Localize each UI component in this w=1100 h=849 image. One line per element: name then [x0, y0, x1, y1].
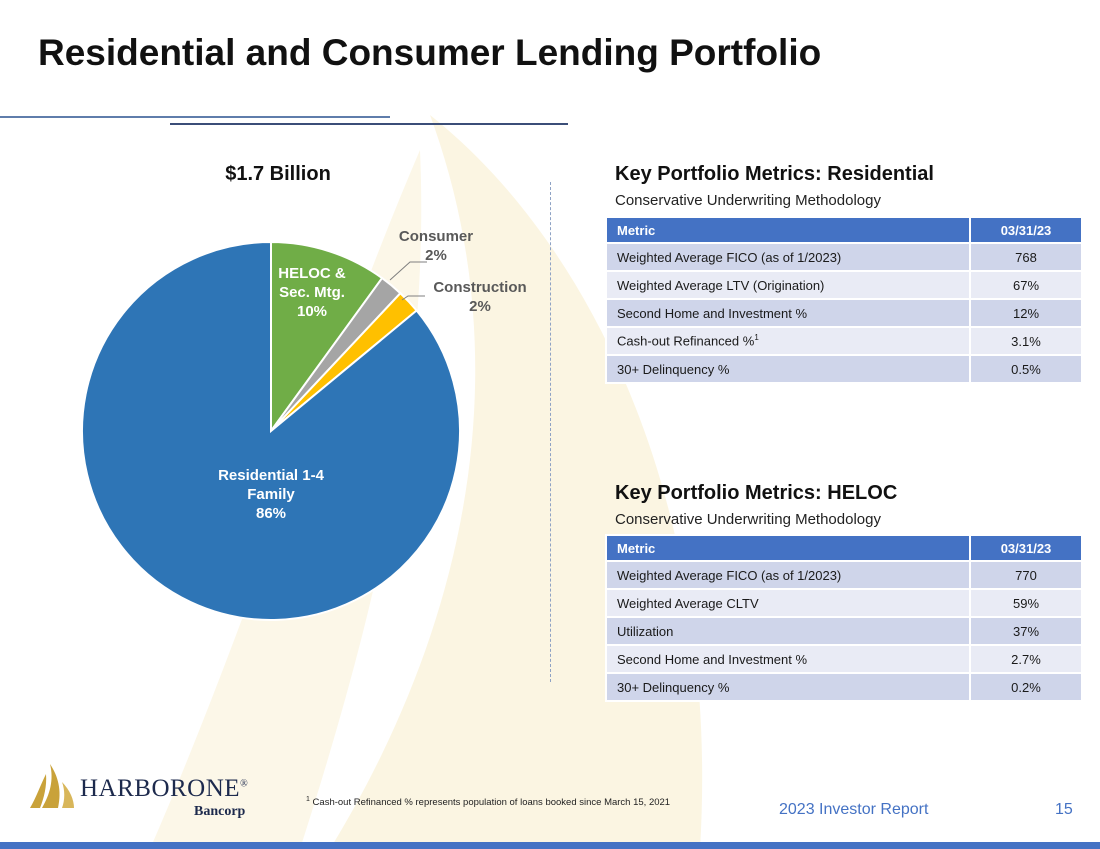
table-row: Weighted Average FICO (as of 1/2023) 768	[605, 242, 1083, 272]
label-leader-line	[401, 295, 425, 301]
pie-slice-label: Construction 2%	[433, 279, 526, 315]
metric-column-header: Metric	[605, 216, 971, 244]
table-row: Second Home and Investment % 12%	[605, 298, 1083, 328]
table-row: 30+ Delinquency % 0.5%	[605, 354, 1083, 384]
residential-metrics-table: Metric 03/31/23 Weighted Average FICO (a…	[605, 216, 1083, 384]
metric-value: 59%	[969, 588, 1083, 618]
table-header-row: Metric 03/31/23	[605, 534, 1083, 562]
heloc-table-body: Weighted Average FICO (as of 1/2023) 770 W…	[605, 560, 1083, 702]
residential-table-body: Weighted Average FICO (as of 1/2023) 768 W…	[605, 242, 1083, 384]
heloc-slice	[270, 240, 384, 435]
table-row: Cash-out Refinanced %1 3.1%	[605, 326, 1083, 356]
metric-label: Second Home and Investment %	[605, 644, 971, 674]
metric-column-header: Metric	[605, 534, 971, 562]
footer-bar	[0, 842, 1100, 849]
table-row: 30+ Delinquency % 0.2%	[605, 672, 1083, 702]
metric-label: 30+ Delinquency %	[605, 354, 971, 384]
heloc-metrics-table: Metric 03/31/23 Weighted Average FICO (a…	[605, 534, 1083, 702]
pie-chart-title: $1.7 Billion	[225, 163, 331, 185]
metric-value: 67%	[969, 270, 1083, 300]
table-row: Second Home and Investment % 2.7%	[605, 644, 1083, 674]
metric-label: Second Home and Investment %	[605, 298, 971, 328]
metric-label: Weighted Average FICO (as of 1/2023)	[605, 242, 971, 272]
metric-value: 0.2%	[969, 672, 1083, 702]
metric-label: Utilization	[605, 616, 971, 646]
section-divider	[550, 182, 551, 682]
metric-value: 0.5%	[969, 354, 1083, 384]
residential-metrics-title: Key Portfolio Metrics: Residential	[615, 163, 934, 185]
metric-label: Weighted Average LTV (Origination)	[605, 270, 971, 300]
metric-label: 30+ Delinquency %	[605, 672, 971, 702]
metric-value: 12%	[969, 298, 1083, 328]
page-number: 15	[1055, 801, 1073, 818]
metric-value: 768	[969, 242, 1083, 272]
pie-slice-label: Consumer 2%	[399, 228, 473, 264]
logo-subtitle: Bancorp	[194, 804, 246, 819]
metric-label: Weighted Average FICO (as of 1/2023)	[605, 560, 971, 590]
date-column-header: 03/31/23	[969, 534, 1083, 562]
table-row: Weighted Average FICO (as of 1/2023) 770	[605, 560, 1083, 590]
heloc-metrics-subtitle: Conservative Underwriting Methodology	[615, 511, 881, 528]
footnote: 1 Cash-out Refinanced % represents popul…	[306, 796, 671, 809]
title-underline-secondary	[170, 123, 568, 125]
report-name: 2023 Investor Report	[779, 801, 929, 818]
logo-wordmark: HARBORONE®	[80, 775, 249, 802]
metric-label: Weighted Average CLTV	[605, 588, 971, 618]
date-column-header: 03/31/23	[969, 216, 1083, 244]
title-underline	[0, 116, 390, 118]
label-leader-line	[389, 261, 427, 281]
metric-value: 3.1%	[969, 326, 1083, 356]
harborone-logo: HARBORONE® Bancorp	[28, 760, 288, 830]
pie-slice-label: Residential 1-4 Family 86%	[218, 467, 325, 522]
sail-logo-icon	[30, 764, 74, 808]
heloc-metrics-title: Key Portfolio Metrics: HELOC	[615, 482, 898, 504]
pie-slice-label: HELOC & Sec. Mtg. 10%	[278, 265, 346, 320]
residential-metrics-subtitle: Conservative Underwriting Methodology	[615, 192, 881, 209]
metric-label: Cash-out Refinanced %1	[605, 326, 971, 356]
metric-value: 770	[969, 560, 1083, 590]
metric-value: 2.7%	[969, 644, 1083, 674]
table-row: Utilization 37%	[605, 616, 1083, 646]
table-row: Weighted Average CLTV 59%	[605, 588, 1083, 618]
residential-slice	[81, 240, 461, 621]
table-header-row: Metric 03/31/23	[605, 216, 1083, 244]
metric-value: 37%	[969, 616, 1083, 646]
slide-title: Residential and Consumer Lending Portfol…	[38, 32, 822, 73]
table-row: Weighted Average LTV (Origination) 67%	[605, 270, 1083, 300]
